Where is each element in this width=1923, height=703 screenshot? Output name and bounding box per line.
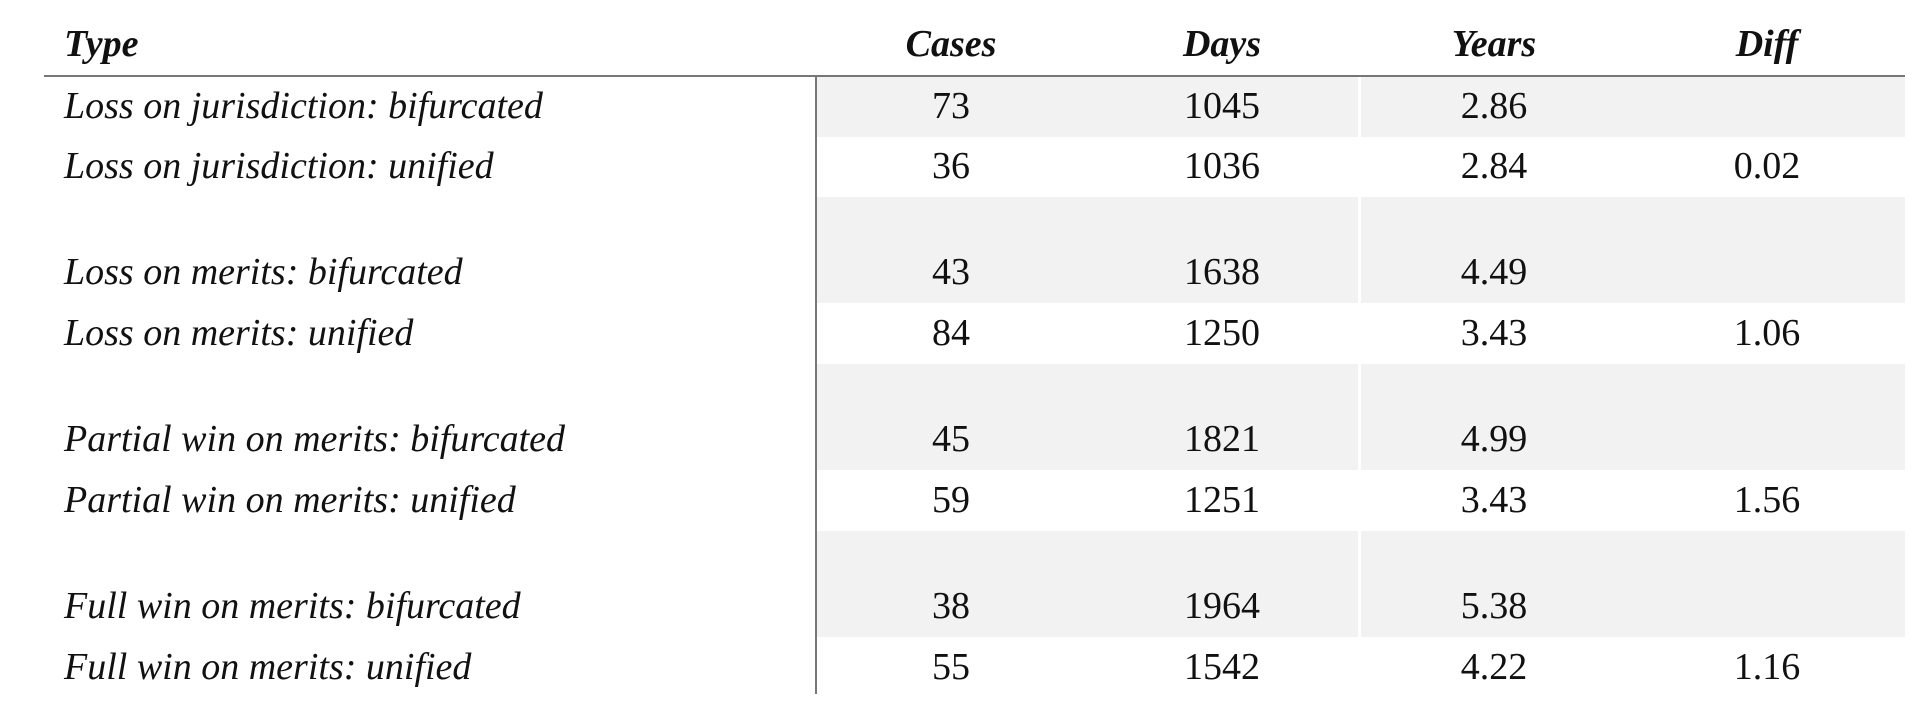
row-shade <box>1361 76 1905 137</box>
header-cell: Diff <box>1735 23 1799 65</box>
value-cell: 84 <box>932 312 970 354</box>
value-cell: 45 <box>932 418 970 460</box>
type-cell: Loss on merits: bifurcated <box>64 251 463 293</box>
value-cell: 1.06 <box>1733 312 1801 354</box>
row-shade <box>1361 364 1905 470</box>
type-cell: Loss on merits: unified <box>64 312 414 354</box>
value-cell: 4.22 <box>1460 646 1528 688</box>
value-cell: 43 <box>932 251 970 293</box>
value-cell: 1638 <box>1184 251 1260 293</box>
row-shade <box>816 531 1358 637</box>
value-cell: 1.16 <box>1733 646 1801 688</box>
header-cell: Days <box>1182 23 1262 65</box>
type-cell: Partial win on merits: unified <box>64 479 516 521</box>
value-cell: 1036 <box>1184 145 1260 187</box>
row-shade <box>816 364 1358 470</box>
row-shade <box>816 76 1358 137</box>
value-cell: 5.38 <box>1460 585 1528 627</box>
value-cell: 2.84 <box>1460 145 1528 187</box>
value-cell: 59 <box>932 479 970 521</box>
value-cell: 3.43 <box>1460 312 1528 354</box>
header-cell: Type <box>64 23 139 65</box>
value-cell: 4.49 <box>1460 251 1528 293</box>
header-cell: Cases <box>905 23 997 65</box>
value-cell: 1964 <box>1184 585 1260 627</box>
value-cell: 1.56 <box>1733 479 1801 521</box>
value-cell: 1251 <box>1184 479 1260 521</box>
value-cell: 1821 <box>1184 418 1260 460</box>
header-cell: Years <box>1451 23 1537 65</box>
type-cell: Partial win on merits: bifurcated <box>64 418 566 460</box>
value-cell: 1250 <box>1184 312 1260 354</box>
value-cell: 4.99 <box>1460 418 1528 460</box>
value-cell: 3.43 <box>1460 479 1528 521</box>
type-cell: Full win on merits: unified <box>64 646 472 688</box>
value-cell: 38 <box>932 585 970 627</box>
row-shade <box>1361 531 1905 637</box>
column-rule <box>815 76 817 694</box>
value-cell: 1542 <box>1184 646 1260 688</box>
row-shade <box>816 197 1358 303</box>
value-cell: 73 <box>932 85 970 127</box>
header-rule <box>44 75 1905 77</box>
value-cell: 1045 <box>1184 85 1260 127</box>
value-cell: 2.86 <box>1460 85 1528 127</box>
value-cell: 55 <box>932 646 970 688</box>
type-cell: Loss on jurisdiction: unified <box>64 145 494 187</box>
row-shade <box>1361 197 1905 303</box>
value-cell: 0.02 <box>1733 145 1801 187</box>
type-cell: Full win on merits: bifurcated <box>64 585 521 627</box>
type-cell: Loss on jurisdiction: bifurcated <box>64 85 543 127</box>
value-cell: 36 <box>932 145 970 187</box>
